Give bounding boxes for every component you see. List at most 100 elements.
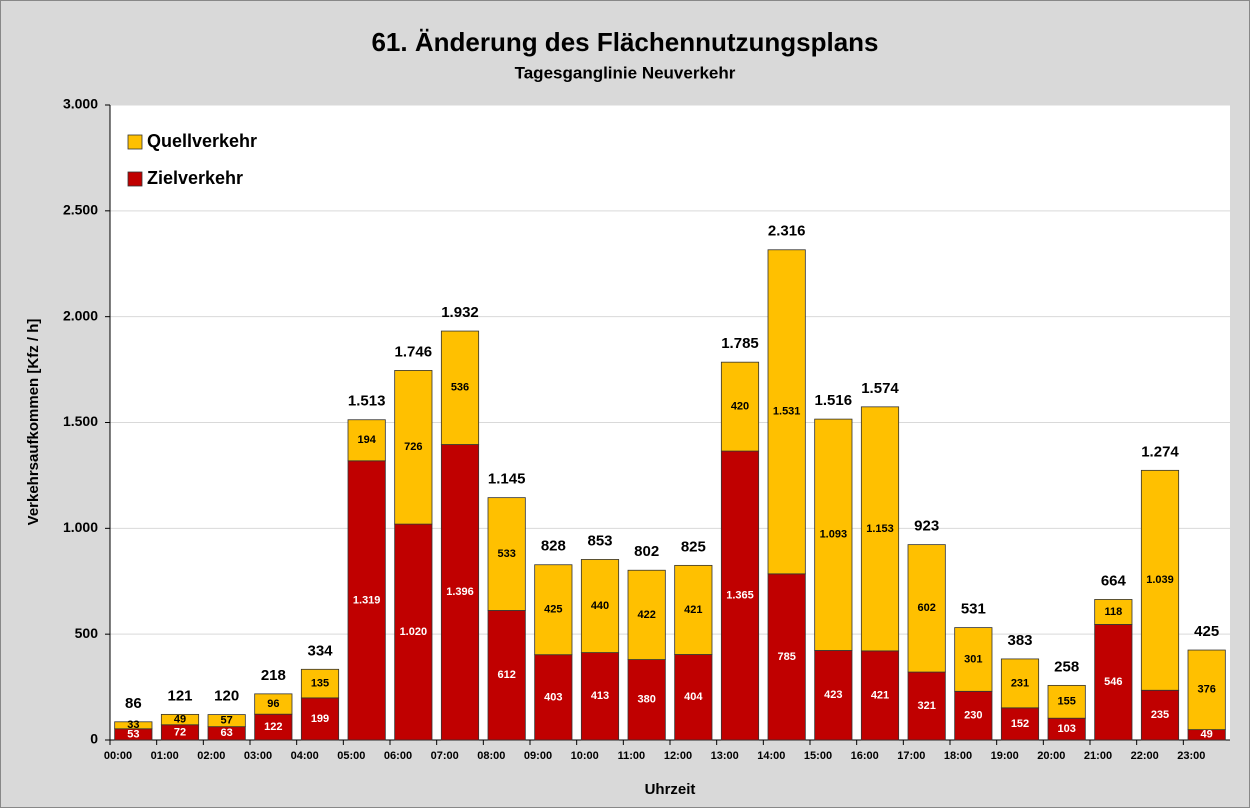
x-tick-label: 13:00	[711, 750, 739, 762]
data-label: 231	[1011, 677, 1029, 689]
data-label: 199	[311, 713, 329, 725]
total-label: 1.932	[441, 304, 479, 321]
data-label: 602	[917, 602, 935, 614]
total-label: 828	[541, 538, 566, 555]
bar-segment	[860, 406, 900, 652]
total-label: 802	[634, 543, 659, 560]
y-tick-label: 2.500	[63, 202, 98, 218]
total-label: 218	[261, 667, 286, 684]
x-tick-label: 11:00	[618, 750, 646, 762]
total-label: 258	[1054, 658, 1079, 675]
y-axis-label: Verkehrsaufkommen [Kfz / h]	[25, 319, 42, 526]
data-label: 546	[1104, 676, 1122, 688]
x-tick-label: 09:00	[524, 750, 552, 762]
total-label: 1.574	[861, 380, 899, 397]
data-label: 421	[684, 604, 702, 616]
x-tick-label: 23:00	[1177, 750, 1205, 762]
total-label: 825	[681, 538, 706, 555]
data-label: 152	[1011, 718, 1029, 730]
x-tick-label: 12:00	[664, 750, 692, 762]
legend-label: Zielverkehr	[147, 168, 243, 188]
y-tick-label: 0	[90, 731, 98, 747]
data-label: 413	[591, 690, 609, 702]
data-label: 49	[1201, 729, 1213, 741]
data-label: 49	[174, 713, 186, 725]
data-label: 380	[637, 694, 655, 706]
legend-swatch	[127, 134, 143, 150]
data-label: 1.531	[773, 406, 801, 418]
total-label: 425	[1194, 623, 1219, 640]
bar-segment	[1000, 707, 1040, 741]
x-tick-label: 19:00	[991, 750, 1019, 762]
total-label: 531	[961, 601, 986, 618]
data-label: 404	[684, 691, 703, 703]
data-label: 1.153	[866, 523, 894, 535]
legend-label: Quellverkehr	[147, 131, 257, 151]
bar-segment	[907, 544, 946, 673]
bar-segment	[814, 418, 853, 651]
x-tick-label: 03:00	[244, 750, 272, 762]
total-label: 120	[214, 688, 239, 705]
bar-segment	[394, 370, 433, 525]
bar-segment	[440, 444, 480, 741]
bar-segment	[767, 573, 806, 741]
data-label: 103	[1057, 723, 1075, 735]
x-tick-label: 17:00	[897, 750, 925, 762]
bar-segment	[767, 249, 806, 575]
total-label: 383	[1007, 632, 1032, 649]
x-tick-label: 04:00	[291, 750, 319, 762]
total-label: 923	[914, 518, 939, 535]
x-tick-label: 00:00	[104, 750, 132, 762]
data-label: 533	[497, 548, 515, 560]
bar-segment	[487, 497, 526, 611]
data-label: 423	[824, 689, 842, 701]
data-label: 72	[174, 726, 186, 738]
data-label: 1.039	[1146, 574, 1174, 586]
data-label: 612	[497, 669, 515, 681]
bar-segment	[1047, 684, 1086, 719]
data-label: 53	[127, 728, 139, 740]
x-tick-label: 15:00	[804, 750, 832, 762]
bar-segment	[440, 330, 480, 445]
chart-subtitle: Tagesganglinie Neuverkehr	[515, 63, 736, 82]
legend-swatch	[127, 171, 143, 187]
total-label: 1.274	[1141, 443, 1179, 460]
y-tick-label: 1.500	[63, 413, 98, 429]
data-label: 235	[1151, 709, 1169, 721]
bar-segment	[627, 569, 666, 660]
data-label: 403	[544, 691, 562, 703]
data-label: 96	[267, 698, 279, 710]
data-label: 1.020	[400, 626, 428, 638]
total-label: 334	[307, 642, 333, 659]
x-tick-label: 06:00	[384, 750, 412, 762]
bar-segment	[347, 460, 386, 741]
total-label: 2.316	[768, 223, 806, 240]
bar-segment	[1187, 649, 1226, 731]
bar-segment	[580, 652, 620, 741]
data-label: 301	[964, 653, 982, 665]
bar-segment	[300, 697, 340, 741]
total-label: 1.785	[721, 335, 759, 352]
bar-segment	[627, 659, 666, 741]
x-tick-label: 02:00	[197, 750, 225, 762]
x-tick-label: 16:00	[851, 750, 879, 762]
x-tick-label: 01:00	[151, 750, 179, 762]
data-label: 194	[357, 434, 376, 446]
data-label: 421	[871, 689, 889, 701]
bar-segment	[907, 671, 946, 741]
data-label: 135	[311, 677, 329, 689]
y-tick-label: 3.000	[63, 96, 98, 112]
data-label: 118	[1104, 606, 1122, 618]
data-label: 440	[591, 600, 609, 612]
bar-segment	[1000, 658, 1040, 709]
bar-segment	[1140, 469, 1180, 691]
x-tick-label: 10:00	[571, 750, 599, 762]
data-label: 1.396	[446, 586, 474, 598]
bar-segment	[954, 627, 993, 692]
data-label: 420	[731, 401, 749, 413]
data-label: 785	[777, 651, 795, 663]
bar-segment	[860, 650, 900, 741]
bar-segment	[674, 564, 713, 655]
